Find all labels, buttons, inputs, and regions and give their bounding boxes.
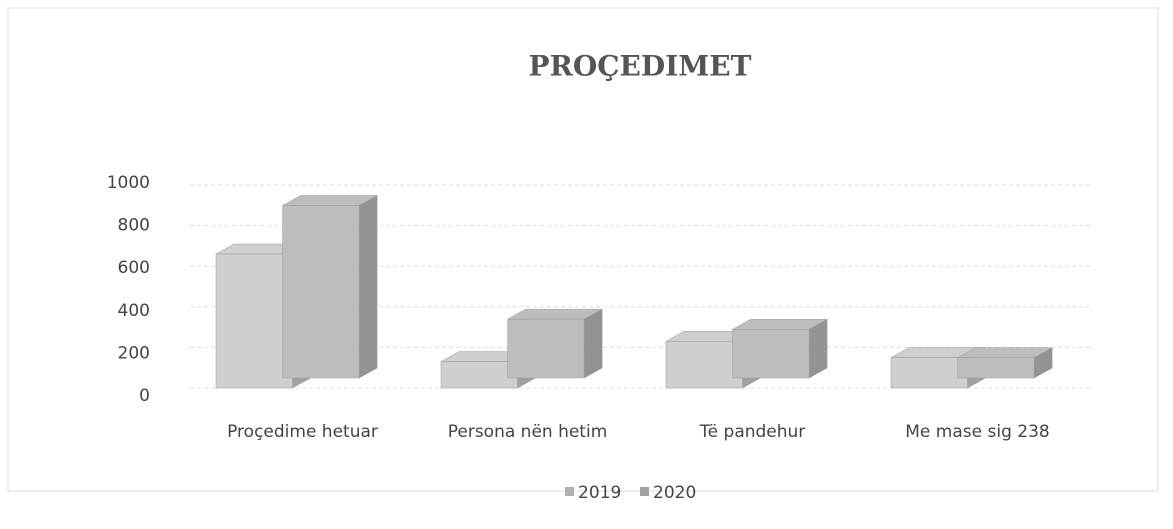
y-tick-label: 800 <box>118 216 150 236</box>
bar <box>957 357 1035 379</box>
chart-frame <box>7 7 1159 492</box>
bar <box>215 253 293 389</box>
bar-side <box>583 308 603 379</box>
x-tick-label: Proçedime hetuar <box>227 422 378 442</box>
y-tick-label: 0 <box>139 386 150 406</box>
bar <box>665 341 743 389</box>
x-tick-label: Me mase sig 238 <box>905 422 1049 442</box>
bar-side <box>808 318 828 379</box>
y-tick-label: 400 <box>118 301 150 321</box>
legend-label: 2019 <box>578 483 621 503</box>
x-tick-label: Persona nën hetim <box>448 422 608 442</box>
legend-swatch <box>565 487 574 496</box>
x-tick-label: Të pandehur <box>699 422 806 442</box>
bar <box>890 357 968 389</box>
y-tick-label: 200 <box>118 343 150 363</box>
y-tick-label: 600 <box>118 258 150 278</box>
legend-swatch <box>640 487 649 496</box>
bar <box>282 205 360 379</box>
bar <box>507 318 585 379</box>
bar <box>440 361 518 389</box>
bar <box>732 329 810 379</box>
y-tick-label: 1000 <box>107 173 150 193</box>
bar-side <box>358 195 378 379</box>
chart-title: PROÇEDIMET <box>529 50 752 83</box>
legend-label: 2020 <box>653 483 696 503</box>
